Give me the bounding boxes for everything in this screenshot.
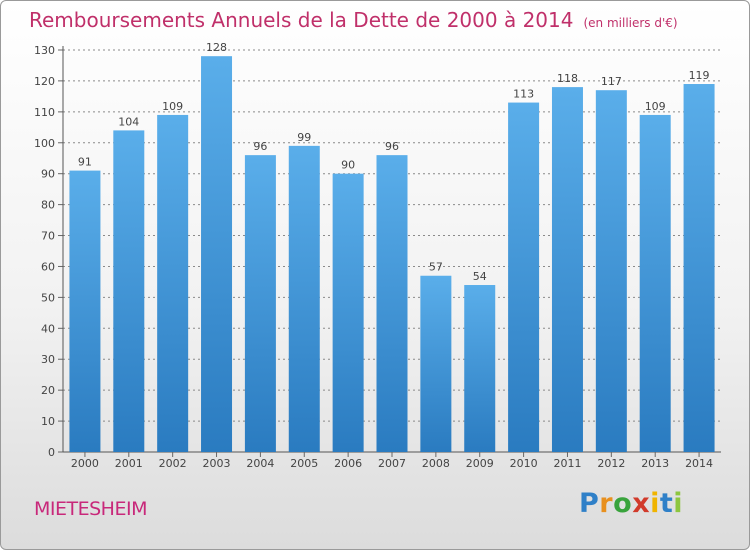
bar xyxy=(464,285,496,452)
x-tick-label: 2003 xyxy=(203,457,231,470)
y-tick-label: 90 xyxy=(41,168,55,181)
data-label: 104 xyxy=(118,115,139,128)
x-tick-label: 2001 xyxy=(115,457,143,470)
logo-letter: r xyxy=(599,488,614,519)
x-tick-label: 2010 xyxy=(510,457,538,470)
x-tick-label: 2013 xyxy=(641,457,669,470)
data-label: 119 xyxy=(689,69,710,82)
bar xyxy=(288,145,320,452)
x-tick-label: 2006 xyxy=(334,457,362,470)
y-tick-label: 110 xyxy=(34,106,55,119)
data-label: 118 xyxy=(557,72,578,85)
bar xyxy=(244,155,276,452)
y-tick-label: 20 xyxy=(41,384,55,397)
bar xyxy=(332,173,364,452)
data-label: 128 xyxy=(206,41,227,54)
x-tick-label: 2005 xyxy=(290,457,318,470)
data-label: 99 xyxy=(297,131,311,144)
bar xyxy=(376,155,408,452)
y-tick-label: 100 xyxy=(34,137,55,150)
title-text: Remboursements Annuels de la Dette de 20… xyxy=(29,8,574,32)
data-label: 57 xyxy=(429,261,443,274)
y-tick-label: 10 xyxy=(41,415,55,428)
bar xyxy=(420,275,452,452)
x-tick-label: 2012 xyxy=(597,457,625,470)
data-label: 109 xyxy=(162,100,183,113)
data-label: 113 xyxy=(513,88,534,101)
x-tick-label: 2011 xyxy=(553,457,581,470)
data-label: 91 xyxy=(78,156,92,169)
place-name: MIETESHEIM xyxy=(34,498,147,520)
x-tick-label: 2004 xyxy=(246,457,274,470)
x-tick-label: 2008 xyxy=(422,457,450,470)
y-tick-label: 80 xyxy=(41,199,55,212)
y-tick-label: 30 xyxy=(41,353,55,366)
logo-letter: i xyxy=(650,488,660,519)
bar xyxy=(113,130,145,452)
y-tick-label: 0 xyxy=(48,446,55,459)
x-tick-label: 2007 xyxy=(378,457,406,470)
y-tick-label: 130 xyxy=(34,44,55,57)
bar xyxy=(595,90,627,452)
bar xyxy=(639,114,671,452)
y-tick-label: 120 xyxy=(34,75,55,88)
y-tick-label: 60 xyxy=(41,260,55,273)
logo-letter: i xyxy=(673,488,684,519)
y-tick-label: 40 xyxy=(41,322,55,335)
data-label: 54 xyxy=(473,270,487,283)
data-label: 117 xyxy=(601,75,622,88)
logo-letter: o xyxy=(613,488,633,519)
unit-label: (en milliers d'€) xyxy=(583,16,678,30)
chart-title: Remboursements Annuels de la Dette de 20… xyxy=(29,8,678,32)
bar xyxy=(201,56,233,452)
bar xyxy=(157,114,189,452)
data-label: 96 xyxy=(253,140,267,153)
y-tick-label: 50 xyxy=(41,291,55,304)
bar xyxy=(508,102,540,453)
data-label: 90 xyxy=(341,159,355,172)
y-tick-label: 70 xyxy=(41,230,55,243)
logo-letter: x xyxy=(632,488,651,519)
x-tick-label: 2002 xyxy=(159,457,187,470)
proxiti-logo: Proxiti xyxy=(579,488,683,519)
data-label: 109 xyxy=(645,100,666,113)
data-label: 96 xyxy=(385,140,399,153)
x-tick-label: 2009 xyxy=(466,457,494,470)
bar xyxy=(683,84,715,452)
logo-letter: t xyxy=(659,488,674,519)
x-tick-label: 2014 xyxy=(685,457,713,470)
bar xyxy=(551,87,583,452)
x-tick-label: 2000 xyxy=(71,457,99,470)
bar xyxy=(69,170,101,452)
logo-letter: P xyxy=(579,488,600,519)
